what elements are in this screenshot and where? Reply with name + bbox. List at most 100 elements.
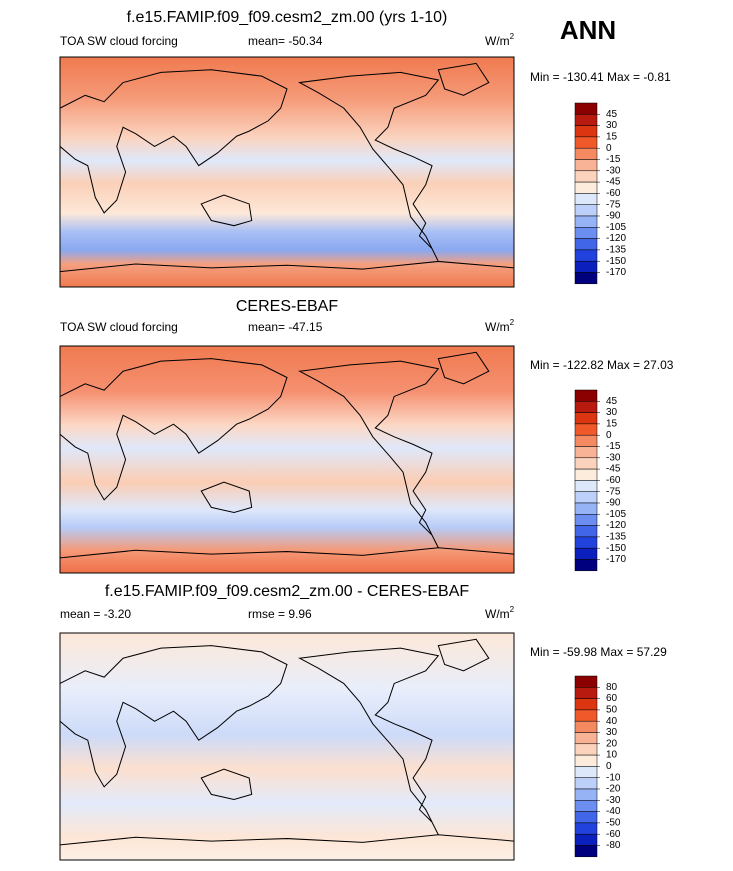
colorbar-label: -15	[606, 154, 621, 165]
units-exp: 2	[510, 605, 515, 614]
stat-label: mean= -50.34	[248, 34, 323, 48]
season-label: ANN	[560, 15, 616, 45]
colorbar-box	[574, 114, 598, 126]
colorbar-label: -90	[606, 211, 621, 222]
left-label: mean = -3.20	[60, 607, 131, 621]
colorbar-box	[574, 159, 598, 172]
stat-label: rmse = 9.96	[248, 607, 312, 621]
units-exp: 2	[510, 32, 515, 41]
colorbar-box	[574, 754, 598, 767]
colorbar-box	[574, 788, 598, 801]
colorbar-label: -120	[606, 233, 626, 244]
colorbar-box	[574, 272, 598, 285]
colorbar-box	[574, 227, 598, 239]
colorbar-box	[574, 675, 598, 688]
colorbar-box	[574, 698, 598, 711]
colorbar-box	[574, 170, 598, 183]
colorbar-label: 45	[606, 109, 618, 120]
map-field	[60, 633, 514, 860]
colorbar-box	[574, 136, 598, 149]
colorbar-box	[574, 238, 598, 251]
units: W/m2	[485, 32, 515, 48]
min-max: Min = -122.82 Max = 27.03	[530, 358, 674, 372]
colorbar-label: 30	[606, 407, 618, 418]
colorbar-label: 40	[606, 716, 618, 727]
colorbar-box	[574, 446, 598, 459]
colorbar-label: -75	[606, 486, 621, 497]
panel-title: f.e15.FAMIP.f09_f09.cesm2_zm.00 - CERES-…	[105, 583, 470, 600]
colorbar-label: -15	[606, 441, 621, 452]
colorbar-box	[574, 547, 598, 560]
colorbar-label: -150	[606, 256, 626, 267]
colorbar-box	[574, 514, 598, 526]
colorbar-label: -30	[606, 165, 621, 176]
colorbar-box	[574, 193, 598, 205]
colorbar-label: -45	[606, 464, 621, 475]
colorbar-box	[574, 687, 598, 699]
colorbar-box	[574, 147, 598, 160]
colorbar-box	[574, 822, 598, 835]
colorbar-label: 30	[606, 727, 618, 738]
left-label: TOA SW cloud forcing	[60, 320, 178, 334]
colorbar-label: 10	[606, 750, 618, 761]
colorbar-label: 80	[606, 682, 618, 693]
units-exp: 2	[510, 318, 515, 327]
colorbar-label: -30	[606, 452, 621, 463]
colorbar-box	[574, 204, 598, 217]
colorbar-box	[574, 502, 598, 515]
colorbar-label: -170	[606, 267, 626, 278]
colorbar-label: -105	[606, 509, 626, 520]
colorbar-label: -80	[606, 840, 621, 851]
colorbar-box	[574, 491, 598, 504]
colorbar-box	[574, 260, 598, 273]
left-label: TOA SW cloud forcing	[60, 34, 178, 48]
colorbar-label: -120	[606, 520, 626, 531]
colorbar-label: 0	[606, 430, 612, 441]
units: W/m2	[485, 605, 515, 621]
colorbar-label: -20	[606, 784, 621, 795]
colorbar-box	[574, 800, 598, 812]
colorbar-box	[574, 401, 598, 413]
panel-title: f.e15.FAMIP.f09_f09.cesm2_zm.00 (yrs 1-1…	[127, 9, 448, 26]
colorbar-box	[574, 845, 598, 858]
colorbar-label: -60	[606, 829, 621, 840]
map-field	[60, 346, 514, 573]
colorbar-label: -30	[606, 795, 621, 806]
colorbar-box	[574, 480, 598, 492]
colorbar-label: -105	[606, 222, 626, 233]
colorbar-box	[574, 434, 598, 447]
colorbar-label: 30	[606, 120, 618, 131]
colorbar-label: 15	[606, 132, 618, 143]
colorbar-label: -45	[606, 177, 621, 188]
colorbar-box	[574, 457, 598, 470]
colorbar-box	[574, 102, 598, 115]
units-base: W/m	[485, 34, 510, 48]
colorbar-label: 20	[606, 738, 618, 749]
colorbar-label: -60	[606, 475, 621, 486]
colorbar-label: -40	[606, 806, 621, 817]
colorbar-box	[574, 720, 598, 733]
colorbar-box	[574, 536, 598, 549]
colorbar-box	[574, 525, 598, 538]
colorbar-box	[574, 125, 598, 138]
colorbar-label: -60	[606, 188, 621, 199]
map-frame	[59, 56, 515, 288]
colorbar-box	[574, 833, 598, 846]
colorbar-label: -135	[606, 532, 626, 543]
units: W/m2	[485, 318, 515, 334]
colorbar-box	[574, 389, 598, 402]
colorbar-label: 45	[606, 396, 618, 407]
min-max: Min = -59.98 Max = 57.29	[530, 645, 667, 659]
map-field	[60, 57, 514, 287]
stat-label: mean= -47.15	[248, 320, 323, 334]
colorbar-box	[574, 181, 598, 194]
colorbar-label: -10	[606, 772, 621, 783]
colorbar-label: -170	[606, 554, 626, 565]
colorbar-label: 50	[606, 705, 618, 716]
colorbar-label: -135	[606, 245, 626, 256]
colorbar-label: -150	[606, 543, 626, 554]
colorbar-box	[574, 709, 598, 722]
colorbar-box	[574, 249, 598, 262]
units-base: W/m	[485, 320, 510, 334]
